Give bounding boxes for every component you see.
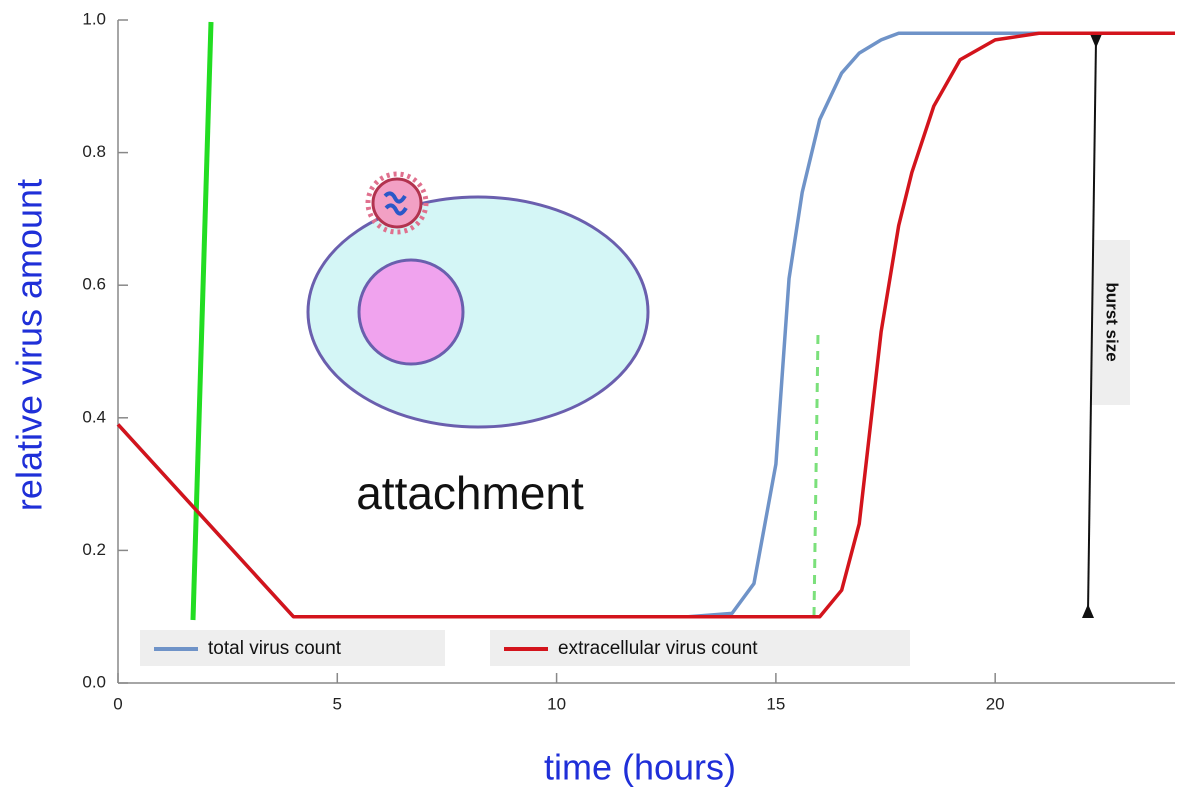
attachment-line	[193, 22, 211, 620]
y-axis-title: relative virus amount	[9, 179, 50, 511]
y-tick-label: 1.0	[82, 9, 106, 28]
y-tick-label: 0.8	[82, 142, 106, 161]
x-tick-label: 5	[333, 694, 342, 713]
annotation: burst size	[1103, 282, 1122, 361]
x-tick-label: 0	[113, 694, 122, 713]
y-tick-label: 0.4	[82, 407, 106, 426]
legend-label: extracellular virus count	[558, 638, 758, 659]
page: {"chart_data": { "type": "line", "x_labe…	[0, 0, 1179, 795]
x-tick-label: 10	[547, 694, 566, 713]
cell-illustration	[308, 174, 648, 427]
dashed-line	[814, 333, 818, 616]
y-tick-label: 0.2	[82, 540, 106, 559]
x-axis-title: time (hours)	[544, 747, 736, 788]
y-tick-label: 0.0	[82, 672, 106, 691]
x-tick-label: 20	[986, 694, 1005, 713]
legend-label: total virus count	[208, 638, 342, 659]
nucleus	[359, 260, 463, 364]
chart: attachment burst size time (hours) relat…	[0, 0, 1179, 795]
x-tick-label: 15	[766, 694, 785, 713]
annotation: attachment	[356, 467, 584, 519]
y-tick-label: 0.6	[82, 275, 106, 294]
legend: total virus count extracellular virus cou…	[140, 630, 910, 666]
